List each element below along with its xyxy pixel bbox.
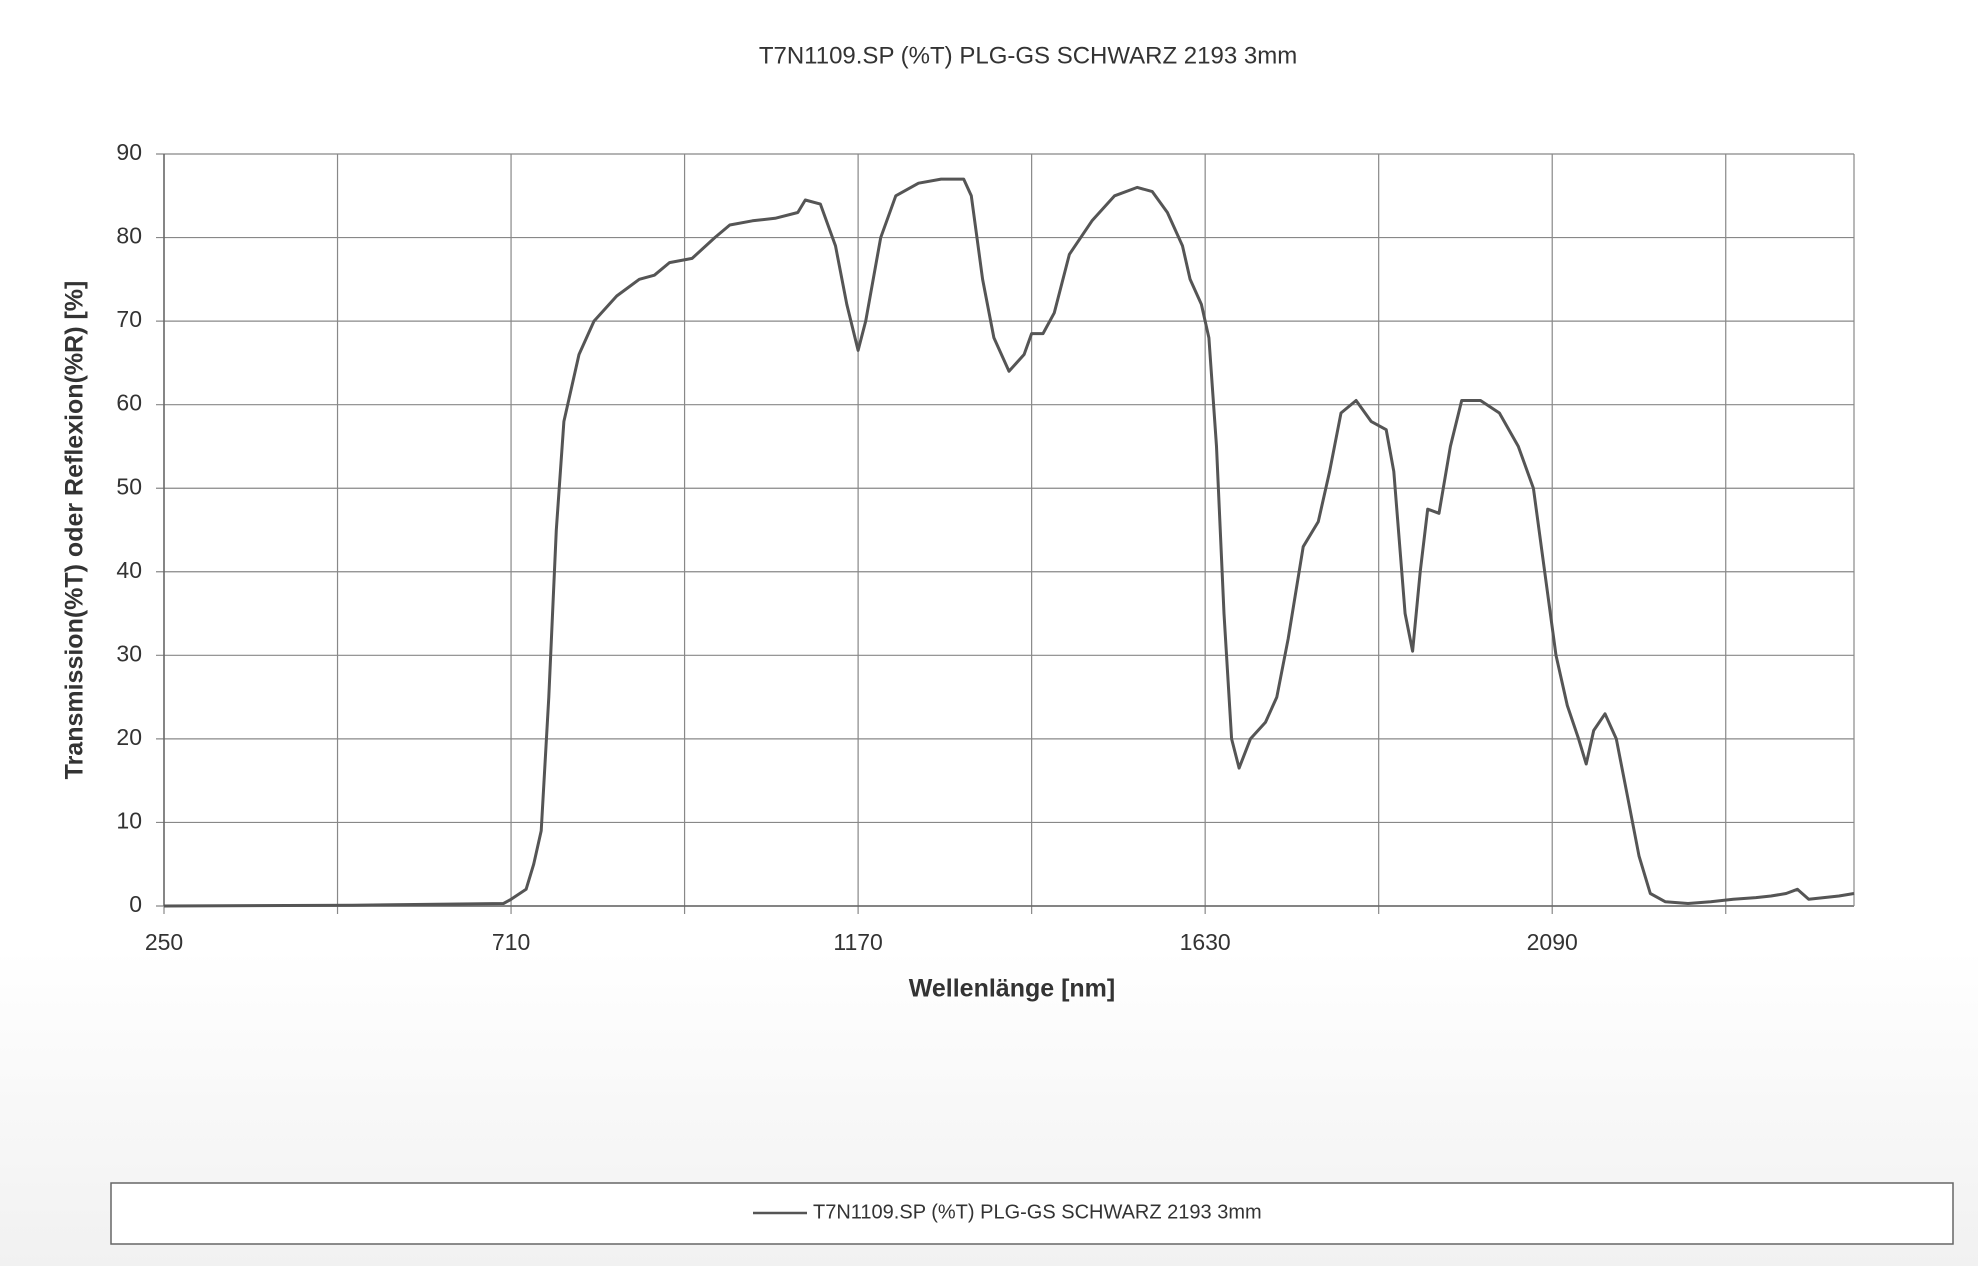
x-axis-label: Wellenlänge [nm]	[909, 975, 1116, 1003]
x-tick-label: 1630	[1180, 929, 1231, 955]
x-tick-label: 710	[492, 929, 530, 955]
y-tick-label: 50	[116, 473, 142, 499]
legend-label: T7N1109.SP (%T) PLG-GS SCHWARZ 2193 3mm	[813, 1201, 1262, 1223]
data-line	[163, 177, 1855, 908]
chart-title: T7N1109.SP (%T) PLG-GS SCHWARZ 2193 3mm	[759, 42, 1297, 69]
y-tick-label: 90	[116, 139, 142, 165]
y-tick-label: 0	[129, 891, 142, 917]
legend-box	[110, 1182, 1954, 1245]
x-tick-label: 1170	[833, 929, 882, 955]
x-tick-label: 250	[145, 929, 183, 955]
y-axis-label: Transmission(%T) oder Reflexion(%R) [%]	[61, 281, 89, 780]
y-tick-label: 20	[116, 724, 142, 750]
x-tick-label: 2090	[1527, 929, 1578, 955]
y-tick-label: 60	[116, 390, 142, 416]
y-tick-label: 40	[116, 557, 142, 583]
y-tick-label: 80	[116, 223, 142, 249]
y-tick-label: 10	[116, 808, 142, 834]
y-tick-label: 70	[116, 306, 142, 332]
y-tick-label: 30	[116, 640, 142, 666]
